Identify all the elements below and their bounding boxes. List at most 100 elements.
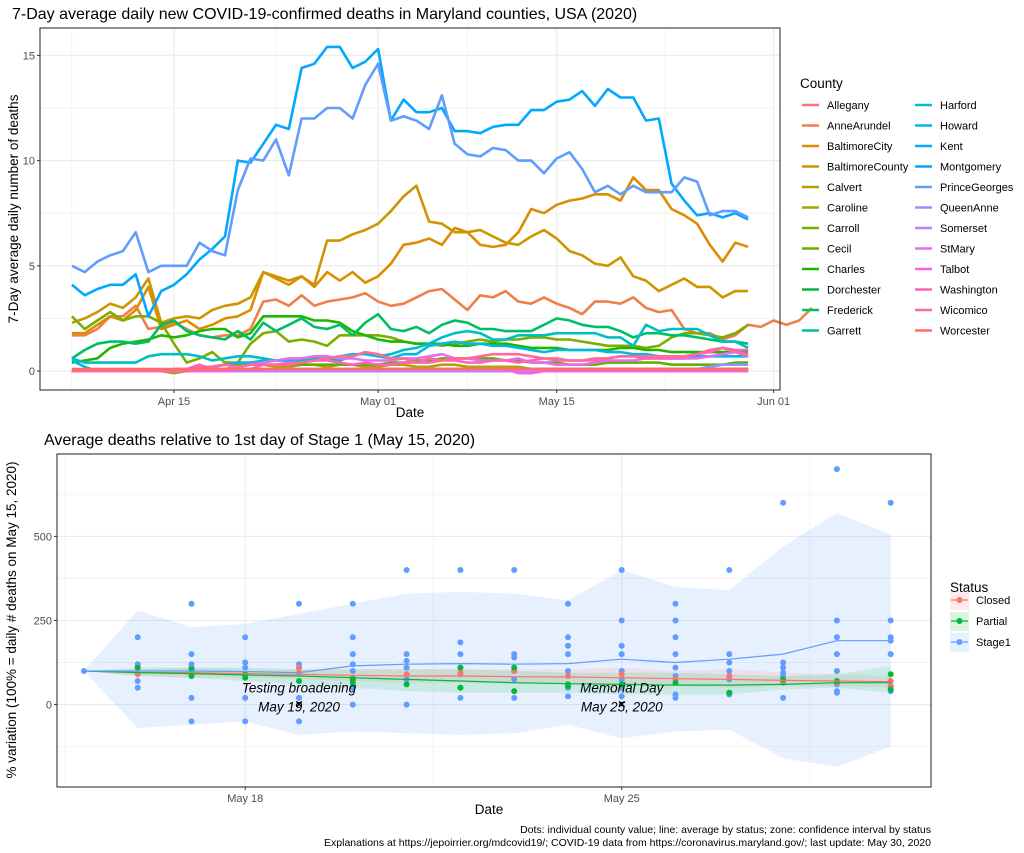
legend-item-howard: Howard [915,121,978,133]
point-stage1 [242,718,249,725]
point-stage1 [565,642,571,649]
point-stage1 [726,567,733,573]
point-stage1 [833,651,840,658]
point-stage1 [618,651,625,658]
legend-item-montgomery: Montgomery [915,162,1002,174]
legend-label: Caroline [827,203,868,215]
point-partial [242,671,249,678]
legend-key-point [956,639,963,645]
point-stage1 [457,639,464,646]
bottom-gridlines [57,454,931,787]
legend-label: Dorchester [827,285,881,297]
point-partial [296,678,302,684]
point-stage1 [565,668,571,674]
series-line-princegeorges [71,62,749,274]
legend-item-calvert: Calvert [802,182,862,194]
point-partial [134,664,141,671]
top-y-tick-label: 10 [23,156,35,168]
ci-ribbon-partial [83,665,891,695]
point-stage1 [457,694,464,701]
point-partial [511,664,518,671]
point-stage1 [349,651,356,658]
point-stage1 [188,651,195,658]
legend-label: Partial [976,616,1007,628]
county-points [80,466,894,725]
point-stage1 [726,668,733,674]
point-stage1 [780,499,787,506]
legend-label: Wicomico [940,305,988,317]
annotation-text-line: Testing broadening [242,681,357,696]
point-stage1 [833,689,840,696]
point-stage1 [618,693,625,700]
point-stage1 [565,693,571,700]
top-chart-title: 7-Day average daily new COVID-19-confirm… [12,6,637,23]
legend-item-charles: Charles [802,264,865,276]
point-partial [672,679,679,686]
point-stage1 [349,684,356,691]
ci-ribbon-stage1 [83,512,891,767]
point-stage1 [296,600,302,607]
legend-label: Worcester [940,326,990,338]
point-stage1 [726,659,733,666]
legend-item-carroll: Carroll [802,223,859,235]
status-average-lines [83,640,891,686]
point-stage1 [565,651,571,658]
legend-item-baltimorecounty: BaltimoreCounty [802,162,909,174]
legend-label: AnneArundel [827,121,891,133]
point-stage1 [511,654,518,661]
point-stage1 [511,567,518,573]
point-stage1 [457,651,464,658]
legend-label: Charles [827,264,865,276]
legend-item-annearundel: AnneArundel [802,121,891,133]
top-x-tick-label: May 15 [539,396,575,408]
legend-label: Stage1 [976,637,1011,649]
point-stage1 [296,718,302,725]
annotation-marker: × [618,697,626,712]
legend-label: Calvert [827,182,862,194]
top-y-tick-label: 15 [23,50,35,62]
legend-label: Allegany [827,100,870,112]
top-y-tick-label: 0 [29,366,35,378]
series-line-harford [71,323,749,364]
bottom-x-tick-label: May 25 [604,793,640,805]
series-line-baltimorecounty [71,184,749,325]
point-partial [403,681,410,688]
bottom-y-axis: 0 250 500 [34,531,57,712]
point-stage1 [134,678,141,684]
point-stage1 [511,676,518,683]
bottom-x-axis: May 18 May 25 [227,787,640,805]
point-partial [887,686,894,693]
caption-line-1: Dots: individual county value; line: ave… [520,824,931,836]
point-stage1 [618,617,625,624]
legend-item-baltimorecity: BaltimoreCity [802,141,893,153]
legend-item-partial: Partial [950,612,1007,631]
mean-line-partial [83,670,891,686]
point-stage1 [511,694,518,701]
legend-item-harford: Harford [915,100,977,112]
point-stage1 [833,617,840,624]
point-partial [887,671,894,678]
point-stage1 [349,668,356,674]
point-stage1 [672,694,679,701]
legend-item-stage1: Stage1 [950,633,1011,652]
top-panel-border [39,27,781,391]
county-legend: County Allegany AnneArundel BaltimoreCity B… [800,76,1014,338]
bottom-y-tick-label: 250 [34,616,52,628]
annotation-text-line: Memorial Day [580,681,665,696]
point-stage1 [887,499,894,506]
legend-item-cecil: Cecil [802,244,851,256]
point-stage1 [833,634,840,641]
legend-label: Closed [976,595,1010,607]
annotation-text-line: May 19, 2020 [258,700,340,715]
legend-item-dorchester: Dorchester [802,285,881,297]
point-stage1 [403,567,410,573]
legend-item-worcester: Worcester [915,326,990,338]
point-stage1 [565,634,571,641]
bottom-chart-title: Average deaths relative to 1st day of St… [44,432,475,449]
point-stage1 [457,567,464,573]
legend-label: Talbot [940,264,969,276]
top-x-tick-label: Apr 15 [158,396,190,408]
status-legend-title: Status [950,580,989,595]
